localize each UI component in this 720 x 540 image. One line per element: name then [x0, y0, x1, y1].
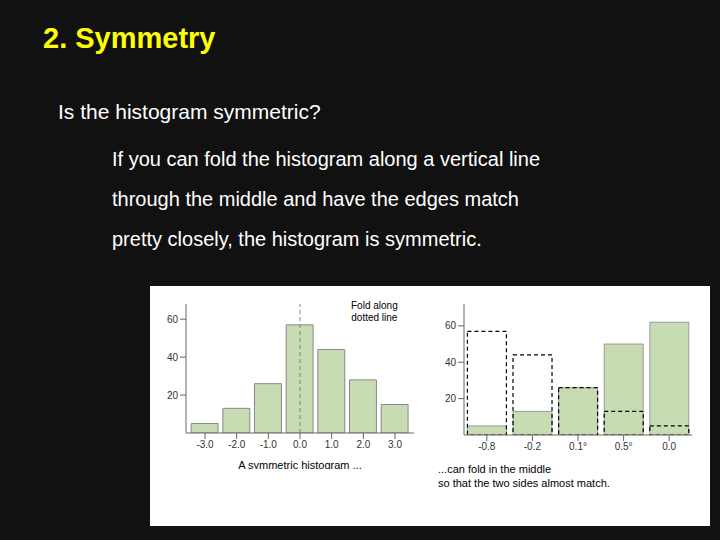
html-text:so that the two sides almost m: so that the two sides almost match. [438, 477, 610, 489]
svg-text:A symmetric histogram ...: A symmetric histogram ... [238, 459, 361, 469]
svg-text:3.0: 3.0 [388, 439, 402, 450]
svg-text:0.1°: 0.1° [569, 441, 587, 452]
html-text:Is the histogram symmetric?: Is the histogram symmetric? [58, 100, 321, 123]
html-text:If you can fold the histogram: If you can fold the histogram along a ve… [112, 148, 540, 170]
html-text:2. Symmetry: 2. Symmetry [43, 22, 216, 54]
svg-text:-1.0: -1.0 [260, 439, 278, 450]
svg-text:-0.2: -0.2 [524, 441, 542, 452]
html-text:through the middle and have th: through the middle and have the edges ma… [112, 188, 519, 210]
svg-text:40: 40 [167, 352, 179, 363]
svg-text:20: 20 [167, 390, 179, 401]
svg-text:0.0: 0.0 [662, 441, 676, 452]
svg-text:60: 60 [167, 314, 179, 325]
html-text:Fold along dotted line: Fold along dotted line [351, 300, 398, 323]
svg-text:1.0: 1.0 [325, 439, 339, 450]
svg-text:20: 20 [445, 393, 457, 404]
svg-text:-3.0: -3.0 [196, 439, 214, 450]
svg-text:2.0: 2.0 [356, 439, 370, 450]
svg-text:0.5°: 0.5° [615, 441, 633, 452]
svg-text:0.0: 0.0 [293, 439, 307, 450]
svg-text:-0.8: -0.8 [478, 441, 496, 452]
svg-text:40: 40 [445, 357, 457, 368]
svg-text:60: 60 [445, 320, 457, 331]
html-text:pretty closely, the histogram: pretty closely, the histogram is symmetr… [112, 228, 482, 250]
html-text:...can fold in the middle: ...can fold in the middle [438, 463, 552, 475]
svg-text:-2.0: -2.0 [228, 439, 246, 450]
